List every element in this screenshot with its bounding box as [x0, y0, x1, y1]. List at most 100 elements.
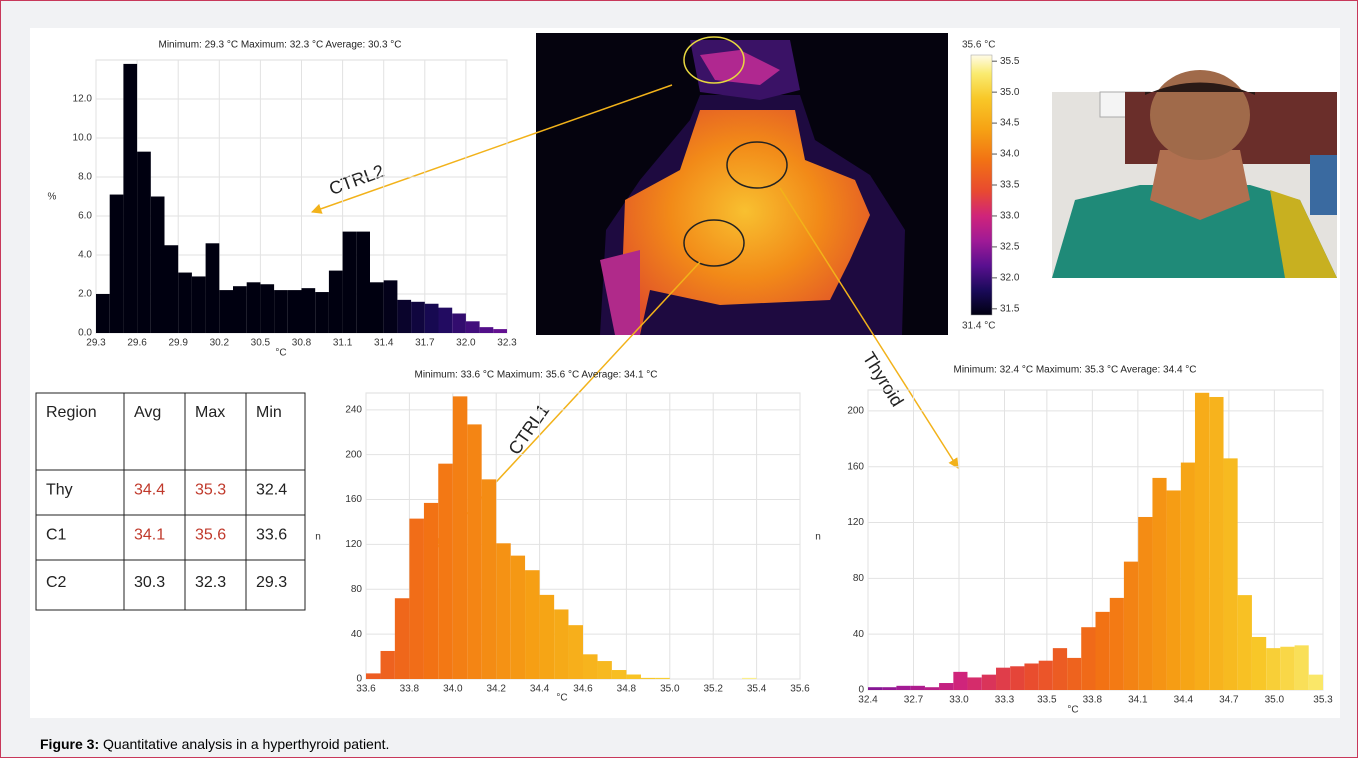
y-tick-label: 120: [847, 517, 864, 528]
y-tick-label: 0: [858, 685, 864, 696]
colorbar-min-label: 31.4 °C: [962, 321, 995, 332]
histogram-bar: [205, 243, 220, 333]
x-tick-label: 32.4: [858, 695, 878, 706]
histogram-bar: [1152, 477, 1167, 690]
histogram-bar: [287, 290, 302, 333]
colorbar-tick-label: 31.5: [1000, 303, 1020, 314]
y-tick-label: 240: [345, 404, 362, 415]
histogram-bar: [1010, 666, 1025, 690]
histogram-bar: [246, 282, 261, 333]
x-tick-label: 33.3: [995, 695, 1015, 706]
y-tick-label: 160: [345, 494, 362, 505]
histogram-bar: [597, 661, 612, 679]
histogram-bar: [366, 673, 381, 679]
histogram-bar: [1109, 597, 1124, 690]
histogram-bar: [568, 625, 583, 679]
x-tick-label: 35.6: [790, 684, 810, 695]
histogram-bar: [611, 670, 627, 679]
histogram-bar: [910, 685, 925, 690]
table-cell: 32.4: [256, 482, 287, 499]
histogram-bar: [315, 292, 329, 333]
histogram-bar: [742, 677, 757, 679]
histogram-bar: [219, 290, 233, 333]
y-tick-label: 120: [345, 539, 362, 550]
table-cell: Thy: [46, 482, 73, 499]
histogram-bar: [981, 674, 997, 690]
x-tick-label: 29.6: [127, 338, 147, 349]
y-tick-label: 4.0: [78, 250, 92, 261]
x-tick-label: 35.0: [660, 684, 680, 695]
table-cell: 29.3: [256, 574, 287, 591]
table-cell: 33.6: [256, 527, 287, 544]
histogram-bar: [1180, 462, 1195, 690]
x-tick-label: 33.6: [356, 684, 376, 695]
chart-title: Minimum: 32.4 °C Maximum: 35.3 °C Averag…: [953, 365, 1196, 376]
histogram-bar: [510, 555, 526, 679]
x-tick-label: 33.0: [949, 695, 969, 706]
x-tick-label: 32.7: [904, 695, 924, 706]
histogram-bar: [1095, 611, 1110, 690]
histogram-bar: [640, 677, 656, 679]
histogram-bar: [260, 284, 275, 333]
data-table: Region Avg Max Min Thy 34.4 35.3 32.4 C1 34.1 35.6…: [35, 392, 306, 611]
histogram-bar: [1194, 392, 1210, 690]
y-axis-label: n: [815, 532, 821, 543]
histogram-bar: [481, 479, 497, 679]
histogram-bar: [150, 196, 165, 333]
y-tick-label: 200: [345, 449, 362, 460]
histogram-bar: [967, 677, 982, 690]
table-header: Region: [46, 404, 97, 421]
y-tick-label: 8.0: [78, 172, 92, 183]
histogram-bar: [452, 396, 468, 679]
caption-label: Figure 3:: [40, 736, 99, 752]
table-cell: C1: [46, 527, 67, 544]
histogram-bar: [896, 685, 911, 690]
histogram-bar: [301, 288, 316, 333]
y-tick-label: 12.0: [73, 94, 93, 105]
histogram-bar: [539, 594, 555, 679]
histogram-bar: [328, 270, 343, 333]
y-tick-label: 80: [351, 584, 363, 595]
histogram-bar: [868, 687, 883, 690]
patient-photo: [1052, 70, 1337, 278]
histogram-bar: [342, 231, 357, 333]
x-tick-label: 34.1: [1128, 695, 1148, 706]
histogram-bar: [356, 231, 370, 333]
table-cell: 30.3: [134, 574, 165, 591]
y-axis-label: n: [315, 532, 321, 543]
chart-title: Minimum: 33.6 °C Maximum: 35.6 °C Averag…: [414, 370, 657, 381]
y-tick-label: 0.0: [78, 328, 92, 339]
y-tick-label: 40: [351, 629, 363, 640]
x-tick-label: 33.8: [400, 684, 420, 695]
histogram-bar: [924, 687, 940, 690]
histogram-bar: [583, 654, 598, 679]
histogram-bar: [383, 280, 398, 333]
histogram-bar: [1209, 396, 1224, 690]
histogram-bar: [493, 329, 507, 333]
histogram-bar: [438, 463, 453, 679]
chart-title: Minimum: 29.3 °C Maximum: 32.3 °C Averag…: [158, 40, 401, 51]
x-tick-label: 34.7: [1219, 695, 1239, 706]
table-cell: 34.4: [134, 482, 165, 499]
histogram-bar: [394, 598, 410, 679]
caption-text: Quantitative analysis in a hyperthyroid …: [103, 736, 389, 752]
histogram-bar: [423, 502, 439, 679]
histogram-bar: [109, 194, 124, 333]
histogram-bar: [380, 650, 395, 679]
histogram-bar: [370, 282, 384, 333]
x-tick-label: 31.4: [374, 338, 394, 349]
table-header: Avg: [134, 404, 161, 421]
histogram-bar: [496, 543, 511, 679]
x-tick-label: 35.4: [747, 684, 767, 695]
colorbar-tick-label: 34.5: [1000, 118, 1020, 129]
table-cell: 35.3: [195, 482, 226, 499]
histogram-bar: [953, 671, 968, 690]
histogram-bar: [939, 683, 954, 690]
x-tick-label: 31.1: [333, 338, 353, 349]
histogram-bar: [1280, 646, 1295, 690]
table-cell: 35.6: [195, 527, 226, 544]
histogram-bar: [164, 245, 179, 333]
y-axis-label: %: [48, 192, 57, 203]
x-tick-label: 29.3: [86, 338, 106, 349]
